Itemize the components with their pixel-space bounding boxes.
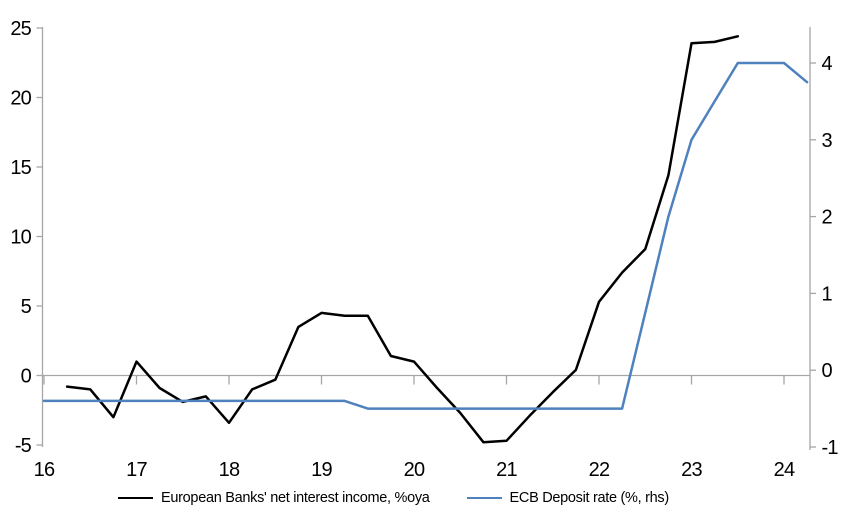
legend-line-swatch-black (118, 496, 153, 500)
left-axis-tick-label: 25 (10, 18, 31, 40)
right-axis-tick-label: -1 (822, 437, 839, 459)
x-axis-tick-label: 22 (589, 459, 610, 481)
right-axis-tick-label: 4 (822, 53, 833, 75)
right-axis-tick-label: 3 (822, 130, 833, 152)
right-axis-tick-label: 2 (822, 207, 833, 229)
x-axis-tick-label: 17 (126, 459, 147, 481)
legend-item-ecb-deposit-rate: ECB Deposit rate (%, rhs) (466, 490, 670, 506)
left-axis-tick-label: -5 (15, 435, 32, 457)
right-axis-tick-label: 1 (822, 283, 833, 305)
left-axis-tick-label: 5 (21, 296, 32, 318)
left-axis-tick-label: 0 (21, 366, 32, 388)
left-axis-tick-label: 10 (10, 227, 31, 249)
x-axis-tick-label: 23 (681, 459, 702, 481)
left-axis-tick-label: 20 (10, 88, 31, 110)
legend: European Banks' net interest income, %oy… (118, 489, 669, 507)
legend-item-net-interest-income: European Banks' net interest income, %oy… (118, 490, 430, 506)
x-axis-tick-label: 24 (774, 459, 795, 481)
x-axis-tick-label: 20 (404, 459, 425, 481)
legend-line-swatch-blue (466, 496, 502, 500)
series-line-net-interest-income (65, 35, 740, 444)
x-axis-tick-label: 18 (219, 459, 240, 481)
x-axis-tick-label: 19 (311, 459, 332, 481)
legend-label-ecb-deposit-rate: ECB Deposit rate (%, rhs) (509, 490, 670, 506)
right-axis-tick-label: 0 (822, 360, 833, 382)
x-axis-tick-label: 16 (34, 459, 55, 481)
legend-label-net-interest-income: European Banks' net interest income, %oy… (161, 490, 430, 506)
series-line-ecb-deposit-rate (42, 61, 809, 410)
x-axis-tick-label: 21 (496, 459, 517, 481)
left-axis-tick-label: 15 (10, 157, 31, 179)
